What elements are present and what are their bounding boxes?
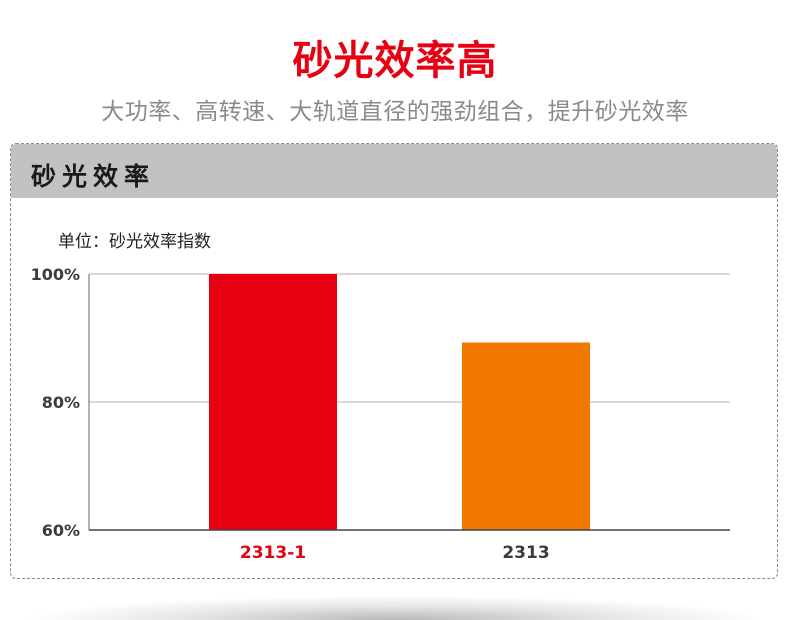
x-category-label: 2313 xyxy=(502,543,549,563)
bar-layer xyxy=(209,274,590,530)
page-subtitle: 大功率、高转速、大轨道直径的强劲组合，提升砂光效率 xyxy=(101,99,689,125)
bar-2313-1 xyxy=(209,274,337,530)
y-tick-label: 60% xyxy=(42,521,80,540)
panel-header: 砂光效率 xyxy=(11,144,777,198)
bar-2313 xyxy=(462,342,590,530)
axis-layer xyxy=(88,274,730,531)
unit-label: 单位：砂光效率指数 xyxy=(58,232,211,252)
x-category-label: 2313-1 xyxy=(240,543,306,563)
grid-layer xyxy=(89,273,730,403)
bottom-shadow xyxy=(30,596,760,620)
panel-title: 砂光效率 xyxy=(31,162,156,191)
y-tick-label: 100% xyxy=(31,265,80,284)
tick-layer: 60% 80% 100% xyxy=(31,265,80,540)
category-layer: 2313-1 2313 xyxy=(240,543,550,563)
chart-panel: 砂光效率 单位：砂光效率指数 xyxy=(10,143,778,579)
page-headline: 砂光效率高 xyxy=(292,38,498,84)
y-tick-label: 80% xyxy=(42,393,80,412)
